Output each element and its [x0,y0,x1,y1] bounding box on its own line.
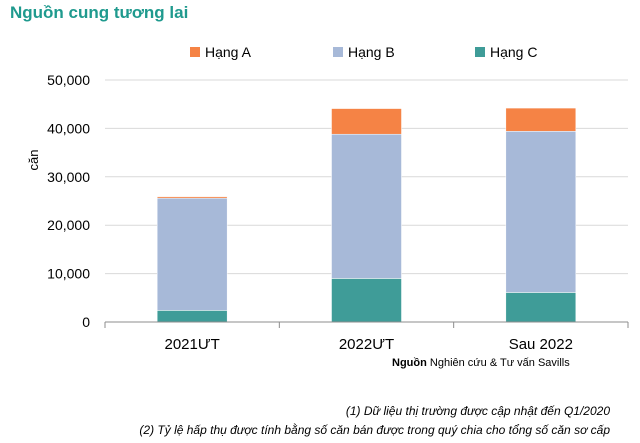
bar-group [156,107,577,323]
footnote-1: (1) Dữ liệu thị trường được cập nhật đến… [345,404,610,418]
source-label: Nguồn [392,357,427,369]
bar-segment [505,292,577,323]
axes: 0 10,000 20,000 30,000 40,000 50,000 2021ƯT 202… [47,72,629,353]
source-note: Nguồn Nghiên cứu & Tư vấn Savills [392,357,570,369]
legend-label: Hạng A [205,44,252,60]
x-tick-label: 2022ƯT [339,336,394,353]
legend-swatch [475,47,485,57]
y-tick-label: 30,000 [47,169,90,185]
bar-segment [156,197,228,311]
bar-segment [505,107,577,132]
legend-swatch [190,47,200,57]
bar-segment [505,131,577,293]
chart-legend: Hạng A Hạng B Hạng C [190,44,537,60]
x-tick-label: 2021ƯT [164,336,219,353]
y-tick-label: 10,000 [47,266,90,282]
stacked-bar-chart: Hạng A Hạng B Hạng C 0 10,000 20,000 30,000 40… [26,44,629,353]
legend-label: Hạng C [490,44,537,60]
y-tick-label: 0 [82,314,90,330]
bar-segment [156,310,228,323]
bar-segment [331,133,402,279]
bar-segment [331,278,402,323]
footnotes: (1) Dữ liệu thị trường được cập nhật đến… [139,402,610,440]
x-tick-label: Sau 2022 [509,336,573,353]
bar-segment [331,108,402,135]
y-tick-label: 40,000 [47,120,90,136]
y-tick-label: 50,000 [47,72,90,88]
chart-title: Nguồn cung tương lai [10,3,189,22]
y-axis-label: căn [26,150,41,171]
legend-label: Hạng B [348,44,395,60]
y-tick-label: 20,000 [47,217,90,233]
bar-segment [156,196,228,199]
legend-swatch [333,47,343,57]
footnote-2: (2) Tỷ lệ hấp thụ được tính bằng số căn … [139,423,610,437]
source-text: Nghiên cứu & Tư vấn Savills [429,357,570,369]
